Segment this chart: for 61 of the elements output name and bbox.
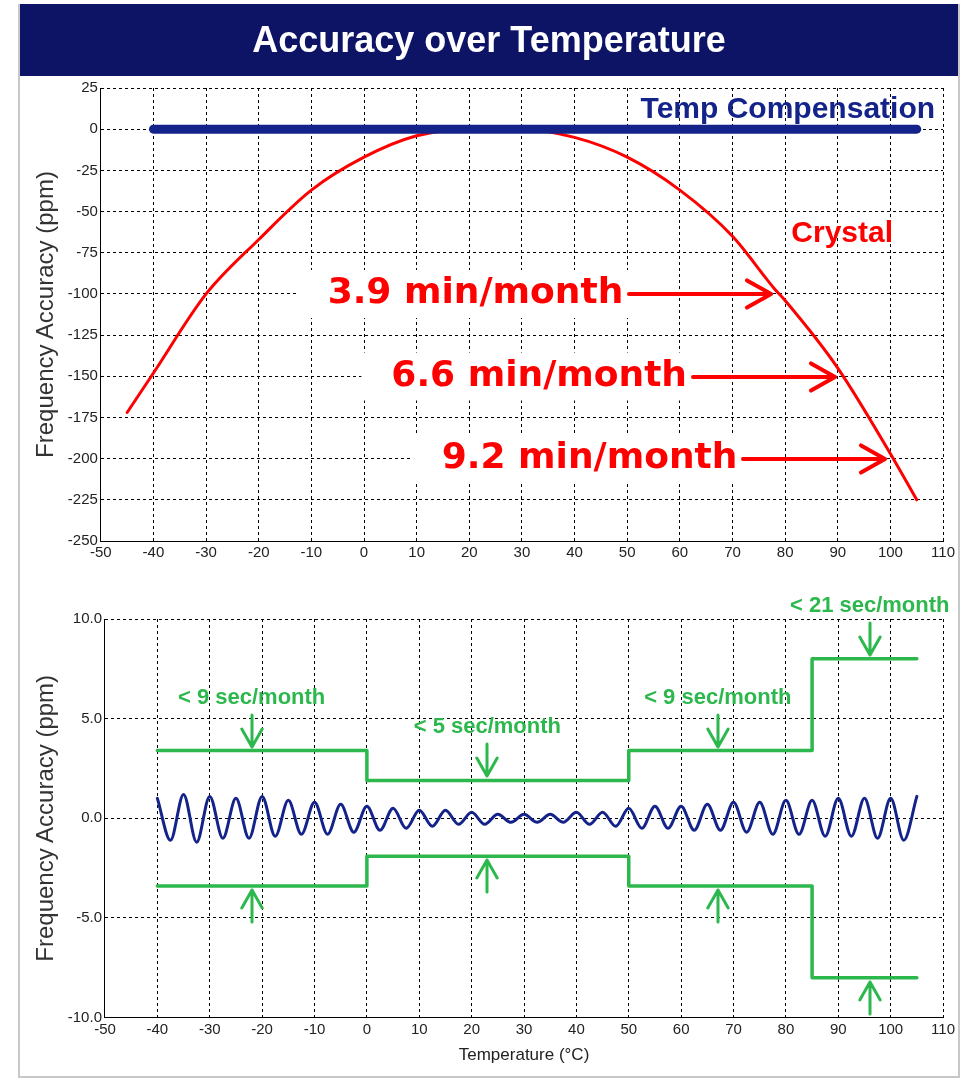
y-tick-label: -150 (67, 366, 98, 384)
x-tick-label: 90 (829, 543, 847, 561)
y-tick-label: 0.0 (81, 808, 102, 826)
y-tick-label: -225 (67, 489, 98, 507)
x-tick-label: -40 (146, 1019, 169, 1037)
x-tick-label: 30 (515, 1019, 533, 1037)
annotation: 3.9 min/month (327, 270, 624, 312)
x-tick-label: -40 (142, 543, 165, 561)
y-tick-label: 0 (89, 119, 98, 137)
x-tick-label: 100 (877, 543, 903, 561)
y-tick-label: -50 (76, 201, 98, 219)
x-tick-label: 80 (776, 543, 794, 561)
annotation: < 9 sec/month (644, 683, 792, 709)
y-tick-label: -100 (67, 284, 98, 302)
series-label: Crystal (791, 215, 894, 249)
x-tick-label: 60 (672, 1019, 690, 1037)
x-tick-label: 50 (618, 543, 636, 561)
x-axis-title: Temperature (°C) (458, 1045, 590, 1065)
y-tick-label: -75 (76, 242, 98, 260)
x-tick-label: 30 (513, 543, 531, 561)
x-tick-label: -20 (251, 1019, 273, 1037)
x-tick-label: -20 (247, 543, 270, 561)
series-label: Temp Compensation (640, 91, 936, 125)
x-tick-label: 70 (724, 543, 741, 561)
x-tick-label: 110 (931, 1019, 955, 1037)
annotation: < 9 sec/month (177, 683, 326, 709)
annotation: < 5 sec/month (413, 713, 562, 739)
x-tick-label: 100 (878, 1019, 904, 1037)
y-tick-label: 10.0 (72, 609, 102, 627)
x-tick-label: -30 (195, 543, 217, 561)
annotation: < 21 sec/month (789, 591, 950, 617)
x-tick-label: 110 (931, 543, 955, 561)
y-axis-title: Frequency Accuracy (ppm) (31, 674, 59, 962)
y-tick-label: 25 (81, 78, 98, 96)
x-tick-label: 60 (671, 543, 689, 561)
x-tick-label: -10 (300, 543, 323, 561)
x-tick-label: -30 (198, 1019, 221, 1037)
y-tick-label: -200 (67, 448, 98, 466)
x-tick-label: 80 (777, 1019, 795, 1037)
x-tick-label: 10 (410, 1019, 428, 1037)
y-tick-label: 5.0 (81, 708, 102, 726)
x-tick-label: 70 (725, 1019, 742, 1037)
annotation: 6.6 min/month (391, 352, 687, 394)
x-tick-label: 20 (463, 1019, 480, 1037)
line-series (155, 792, 919, 844)
x-tick-label: 40 (566, 543, 583, 561)
x-tick-label: 0 (359, 543, 369, 561)
x-tick-label: 90 (829, 1019, 847, 1037)
y-axis-title: Frequency Accuracy (ppm) (31, 171, 59, 458)
x-tick-label: 50 (620, 1019, 638, 1037)
annotation: 9.2 min/month (441, 435, 738, 477)
y-tick-label: -175 (67, 407, 98, 425)
x-tick-label: 10 (408, 543, 425, 561)
x-tick-label: 0 (362, 1019, 372, 1037)
x-tick-label: 40 (568, 1019, 585, 1037)
y-tick-label: -125 (67, 325, 98, 343)
x-tick-label: 20 (460, 543, 478, 561)
y-tick-label: -5.0 (76, 908, 102, 926)
chart-title: Accuracy over Temperature (20, 4, 958, 76)
y-tick-label: -25 (76, 160, 98, 178)
x-tick-label: -10 (303, 1019, 326, 1037)
